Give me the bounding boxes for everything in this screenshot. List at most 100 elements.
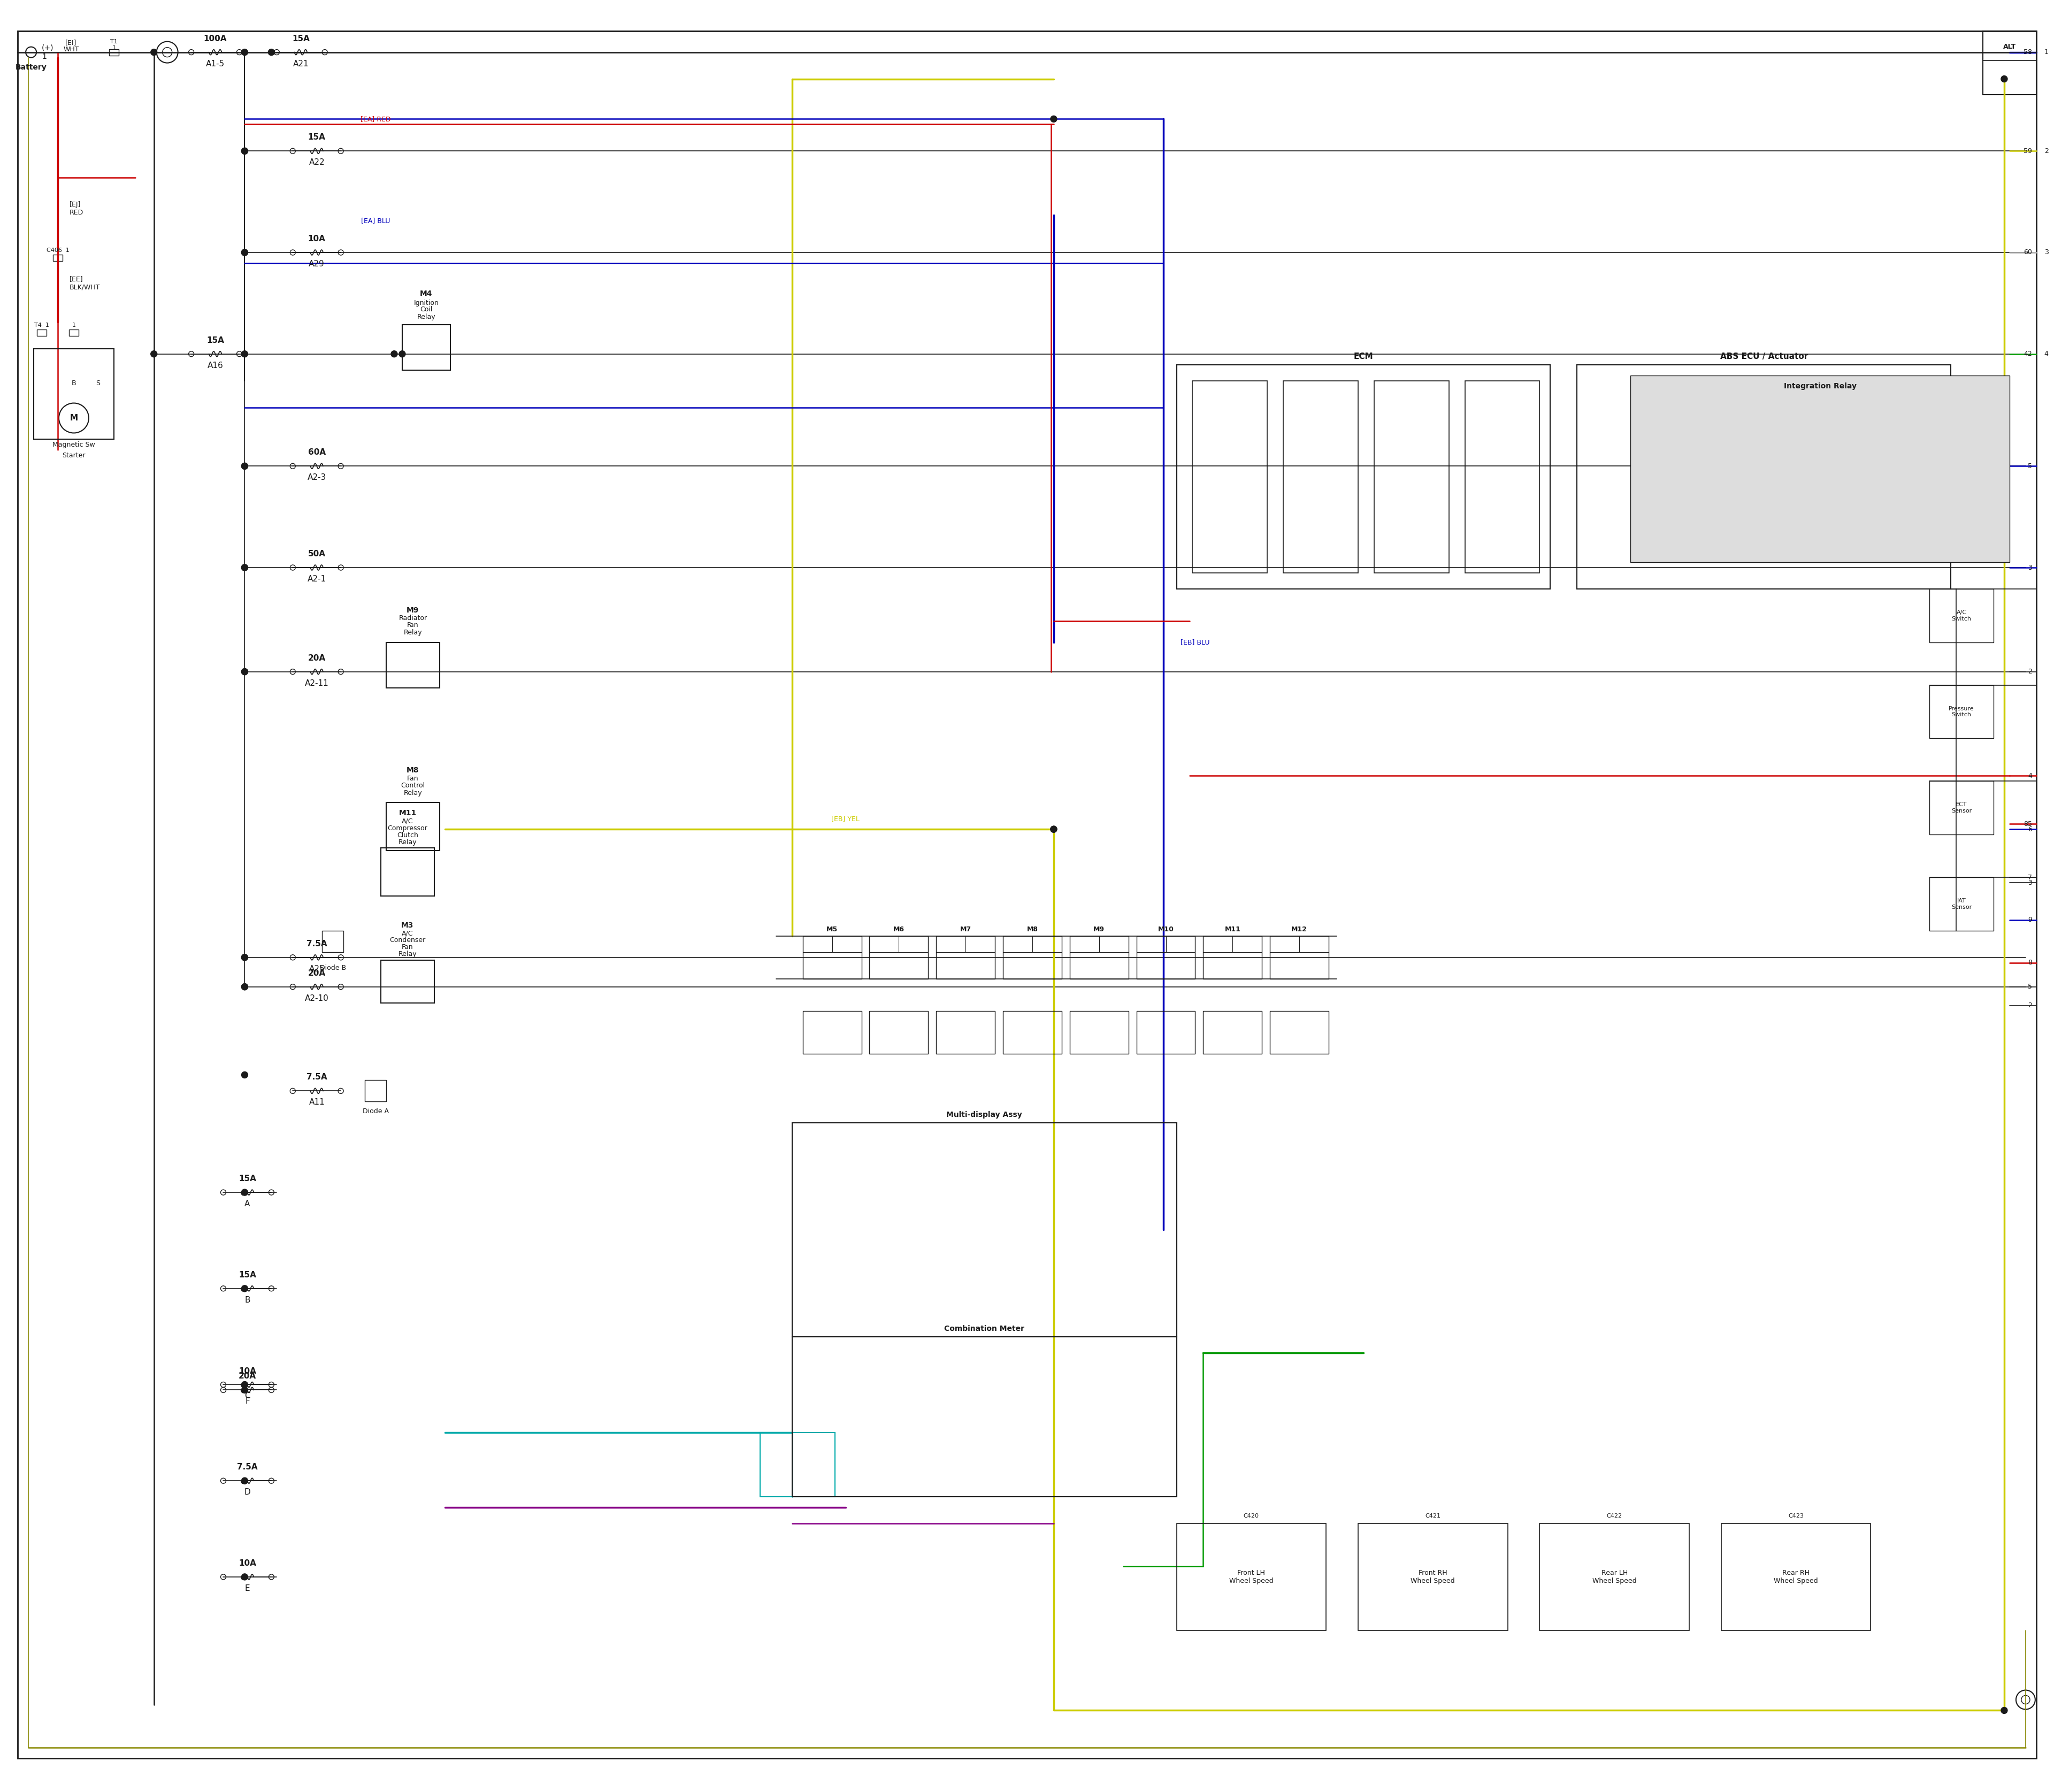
Text: BLK/WHT: BLK/WHT bbox=[70, 283, 101, 290]
Text: B: B bbox=[72, 380, 76, 387]
Bar bbox=[1136, 935, 1195, 978]
Text: M9: M9 bbox=[1093, 926, 1105, 934]
Text: T4  1: T4 1 bbox=[35, 323, 49, 328]
Bar bbox=[1929, 781, 1994, 835]
Text: M12: M12 bbox=[1292, 926, 1306, 934]
Bar bbox=[403, 324, 450, 369]
Bar bbox=[1070, 1011, 1128, 1054]
Text: Battery: Battery bbox=[14, 63, 47, 72]
Circle shape bbox=[398, 351, 405, 357]
Circle shape bbox=[242, 249, 249, 256]
Bar bbox=[1929, 590, 1994, 642]
Bar bbox=[1465, 380, 1540, 573]
Text: Integration Relay: Integration Relay bbox=[1783, 382, 1857, 389]
Bar bbox=[1002, 935, 1062, 978]
Text: 9: 9 bbox=[2027, 916, 2031, 923]
Text: 10A: 10A bbox=[238, 1559, 257, 1568]
Text: RED: RED bbox=[70, 210, 84, 215]
Circle shape bbox=[242, 984, 249, 989]
Bar bbox=[1982, 61, 2036, 95]
Text: 8: 8 bbox=[2027, 959, 2031, 966]
Bar bbox=[1177, 1523, 1327, 1631]
Circle shape bbox=[242, 1387, 249, 1392]
Text: Relay: Relay bbox=[398, 839, 417, 846]
Text: A2-1: A2-1 bbox=[308, 575, 327, 582]
Text: Compressor: Compressor bbox=[388, 824, 427, 831]
Text: Ignition: Ignition bbox=[413, 299, 440, 306]
Bar bbox=[1284, 380, 1358, 573]
Text: A/C
Switch: A/C Switch bbox=[1951, 609, 1972, 622]
Bar bbox=[760, 1434, 834, 1496]
Circle shape bbox=[150, 48, 156, 56]
Text: M6: M6 bbox=[893, 926, 904, 934]
Circle shape bbox=[2001, 75, 2007, 82]
Text: 6: 6 bbox=[2027, 826, 2031, 833]
Circle shape bbox=[242, 147, 249, 154]
Text: C423: C423 bbox=[1789, 1512, 1803, 1518]
Text: ECT
Sensor: ECT Sensor bbox=[1951, 803, 1972, 814]
Circle shape bbox=[242, 1285, 249, 1292]
Text: 15A: 15A bbox=[238, 1271, 257, 1279]
Text: 15A: 15A bbox=[207, 337, 224, 344]
Text: D: D bbox=[244, 1487, 251, 1496]
Circle shape bbox=[242, 564, 249, 572]
Text: M3: M3 bbox=[401, 921, 413, 928]
Bar bbox=[1070, 935, 1128, 978]
Text: C: C bbox=[244, 1392, 251, 1400]
Bar bbox=[1721, 1523, 1871, 1631]
Bar bbox=[937, 1011, 994, 1054]
Text: B: B bbox=[244, 1296, 251, 1305]
Text: 60A: 60A bbox=[308, 448, 327, 457]
Text: Front RH
Wheel Speed: Front RH Wheel Speed bbox=[1411, 1570, 1454, 1584]
Text: Multi-display Assy: Multi-display Assy bbox=[947, 1111, 1023, 1118]
Text: M10: M10 bbox=[1158, 926, 1173, 934]
Text: A1-5: A1-5 bbox=[205, 59, 224, 68]
Bar bbox=[380, 961, 433, 1004]
Text: 3: 3 bbox=[2044, 249, 2048, 256]
Text: 3: 3 bbox=[2027, 564, 2031, 572]
Text: Diode A: Diode A bbox=[362, 1107, 388, 1115]
Text: 2: 2 bbox=[2027, 1002, 2031, 1009]
Text: M7: M7 bbox=[959, 926, 972, 934]
Text: 59: 59 bbox=[2023, 147, 2031, 154]
Text: 7.5A: 7.5A bbox=[306, 1073, 327, 1081]
Text: Condenser: Condenser bbox=[390, 937, 425, 944]
Text: A/C: A/C bbox=[403, 817, 413, 824]
Bar bbox=[322, 930, 343, 952]
Circle shape bbox=[150, 351, 156, 357]
Text: C420: C420 bbox=[1243, 1512, 1259, 1518]
Text: Control: Control bbox=[401, 781, 425, 788]
Bar bbox=[1982, 30, 2036, 95]
Text: [EE]: [EE] bbox=[70, 276, 84, 283]
Text: C406  1: C406 1 bbox=[47, 247, 70, 253]
Text: Relay: Relay bbox=[417, 314, 435, 321]
Text: A2-3: A2-3 bbox=[308, 473, 327, 482]
Bar bbox=[1002, 1011, 1062, 1054]
Bar bbox=[53, 254, 62, 262]
Bar bbox=[1540, 1523, 1688, 1631]
Text: [EJ]: [EJ] bbox=[70, 201, 80, 208]
Circle shape bbox=[390, 351, 396, 357]
Circle shape bbox=[242, 249, 249, 256]
Bar bbox=[803, 1011, 861, 1054]
Bar bbox=[1177, 364, 1551, 590]
Text: Clutch: Clutch bbox=[396, 831, 419, 839]
Bar bbox=[1204, 1011, 1261, 1054]
Circle shape bbox=[1050, 826, 1058, 833]
Text: 7.5A: 7.5A bbox=[306, 939, 327, 948]
Text: 58: 58 bbox=[2023, 48, 2031, 56]
Text: M: M bbox=[70, 414, 78, 423]
Circle shape bbox=[242, 1573, 249, 1581]
Bar bbox=[869, 1011, 928, 1054]
Bar bbox=[70, 330, 78, 335]
Text: 1: 1 bbox=[72, 323, 76, 328]
Text: 5: 5 bbox=[2027, 462, 2031, 470]
Bar bbox=[803, 935, 861, 978]
Text: Combination Meter: Combination Meter bbox=[945, 1324, 1025, 1331]
Text: 15A: 15A bbox=[308, 133, 327, 142]
Text: 7: 7 bbox=[2027, 874, 2031, 882]
Circle shape bbox=[242, 668, 249, 676]
Text: 100A: 100A bbox=[203, 34, 226, 43]
Bar bbox=[1193, 380, 1267, 573]
Text: ECM: ECM bbox=[1354, 353, 1374, 360]
